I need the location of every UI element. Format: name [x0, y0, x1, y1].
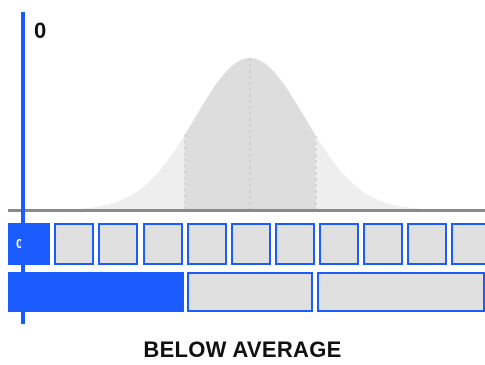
score-cell[interactable]	[187, 223, 227, 265]
category-band-active[interactable]	[8, 272, 184, 312]
score-cell[interactable]	[363, 223, 403, 265]
score-cell[interactable]	[143, 223, 183, 265]
score-marker[interactable]	[21, 12, 25, 324]
category-label: BELOW AVERAGE	[143, 337, 342, 362]
score-cell[interactable]	[54, 223, 94, 265]
category-bands	[8, 272, 485, 312]
curve-center-area	[185, 58, 316, 210]
score-value: 0	[34, 18, 47, 43]
baseline	[8, 209, 485, 212]
score-cell[interactable]	[451, 223, 485, 265]
distribution-curve	[10, 58, 485, 210]
score-cell[interactable]	[98, 223, 138, 265]
score-cell-active[interactable]: 0	[8, 223, 50, 265]
score-cell[interactable]	[319, 223, 359, 265]
score-scale: 0	[8, 223, 485, 265]
score-cell[interactable]	[275, 223, 315, 265]
category-band[interactable]	[317, 272, 485, 312]
category-band[interactable]	[187, 272, 313, 312]
score-cell[interactable]	[231, 223, 271, 265]
score-cell[interactable]	[407, 223, 447, 265]
